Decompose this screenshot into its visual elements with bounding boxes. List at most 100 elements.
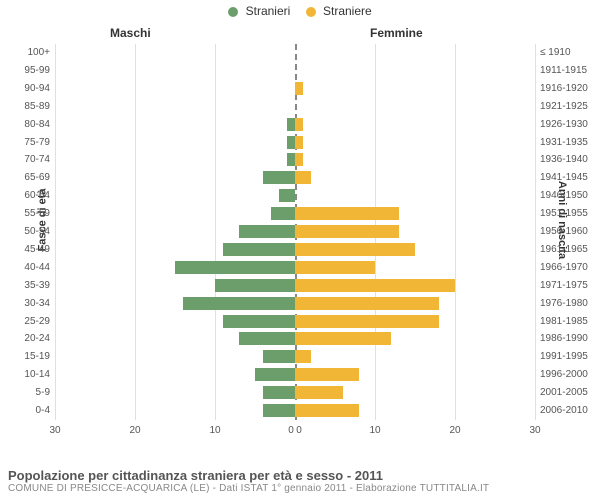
age-label: 80-84 [0, 116, 50, 134]
bar-female [295, 118, 303, 131]
footer-title: Popolazione per cittadinanza straniera p… [8, 468, 592, 483]
birth-year-label: 1926-1930 [540, 116, 600, 134]
age-row [55, 116, 535, 134]
bar-female [295, 261, 375, 274]
age-label: 70-74 [0, 151, 50, 169]
age-row [55, 384, 535, 402]
birth-year-label: 2001-2005 [540, 384, 600, 402]
bar-male [271, 207, 295, 220]
birth-year-label: ≤ 1910 [540, 44, 600, 62]
bar-male [175, 261, 295, 274]
bar-male [255, 368, 295, 381]
age-row [55, 241, 535, 259]
age-label: 20-24 [0, 330, 50, 348]
age-label: 25-29 [0, 313, 50, 331]
legend-item-female: Straniere [306, 4, 372, 18]
age-row [55, 223, 535, 241]
bar-female [295, 207, 399, 220]
age-label: 95-99 [0, 62, 50, 80]
age-row [55, 134, 535, 152]
bar-male [263, 404, 295, 417]
bar-male [263, 350, 295, 363]
bar-male [223, 315, 295, 328]
age-row [55, 98, 535, 116]
birth-year-label: 1936-1940 [540, 151, 600, 169]
age-row [55, 348, 535, 366]
age-row [55, 295, 535, 313]
bar-male [279, 189, 295, 202]
bar-female [295, 82, 303, 95]
bar-male [287, 153, 295, 166]
bar-female [295, 315, 439, 328]
age-label: 50-54 [0, 223, 50, 241]
birth-year-label: 2006-2010 [540, 402, 600, 420]
x-tick-label: 10 [369, 425, 380, 436]
bar-female [295, 386, 343, 399]
chart-area: Fasce di età Anni di nascita 100+≤ 19109… [55, 44, 535, 444]
age-row [55, 44, 535, 62]
bar-male [215, 279, 295, 292]
age-label: 10-14 [0, 366, 50, 384]
bar-female [295, 153, 303, 166]
legend: Stranieri Straniere [0, 4, 600, 18]
bar-female [295, 279, 455, 292]
age-label: 40-44 [0, 259, 50, 277]
column-header-maschi: Maschi [110, 26, 151, 40]
bar-male [287, 118, 295, 131]
footer: Popolazione per cittadinanza straniera p… [8, 468, 592, 494]
legend-swatch-female [306, 7, 316, 17]
birth-year-label: 1956-1960 [540, 223, 600, 241]
legend-item-male: Stranieri [228, 4, 290, 18]
x-tick-label: 0 [296, 425, 302, 436]
birth-year-label: 1931-1935 [540, 134, 600, 152]
age-label: 30-34 [0, 295, 50, 313]
footer-subtitle: COMUNE DI PRESICCE-ACQUARICA (LE) - Dati… [8, 483, 592, 494]
bar-male [287, 136, 295, 149]
x-tick-label: 20 [449, 425, 460, 436]
bar-female [295, 243, 415, 256]
birth-year-label: 1946-1950 [540, 187, 600, 205]
legend-label-female: Straniere [323, 4, 372, 18]
bar-female [295, 171, 311, 184]
column-header-femmine: Femmine [370, 26, 423, 40]
age-label: 45-49 [0, 241, 50, 259]
birth-year-label: 1981-1985 [540, 313, 600, 331]
birth-year-label: 1916-1920 [540, 80, 600, 98]
grid-line [535, 44, 536, 420]
bar-female [295, 368, 359, 381]
birth-year-label: 1961-1965 [540, 241, 600, 259]
age-label: 90-94 [0, 80, 50, 98]
birth-year-label: 1996-2000 [540, 366, 600, 384]
x-tick-label: 30 [49, 425, 60, 436]
bar-male [239, 225, 295, 238]
legend-swatch-male [228, 7, 238, 17]
birth-year-label: 1986-1990 [540, 330, 600, 348]
age-label: 35-39 [0, 277, 50, 295]
age-label: 5-9 [0, 384, 50, 402]
x-tick-label: 0 [288, 425, 294, 436]
bar-male [239, 332, 295, 345]
age-row [55, 169, 535, 187]
bar-female [295, 136, 303, 149]
bar-female [295, 332, 391, 345]
age-row [55, 151, 535, 169]
bar-female [295, 404, 359, 417]
birth-year-label: 1911-1915 [540, 62, 600, 80]
bar-female [295, 297, 439, 310]
age-label: 75-79 [0, 134, 50, 152]
age-label: 65-69 [0, 169, 50, 187]
age-label: 0-4 [0, 402, 50, 420]
birth-year-label: 1991-1995 [540, 348, 600, 366]
age-row [55, 277, 535, 295]
bar-male [183, 297, 295, 310]
age-label: 15-19 [0, 348, 50, 366]
age-row [55, 80, 535, 98]
age-row [55, 366, 535, 384]
bar-male [223, 243, 295, 256]
bar-female [295, 350, 311, 363]
age-row [55, 402, 535, 420]
birth-year-label: 1921-1925 [540, 98, 600, 116]
x-tick-label: 10 [209, 425, 220, 436]
age-label: 85-89 [0, 98, 50, 116]
birth-year-label: 1951-1955 [540, 205, 600, 223]
